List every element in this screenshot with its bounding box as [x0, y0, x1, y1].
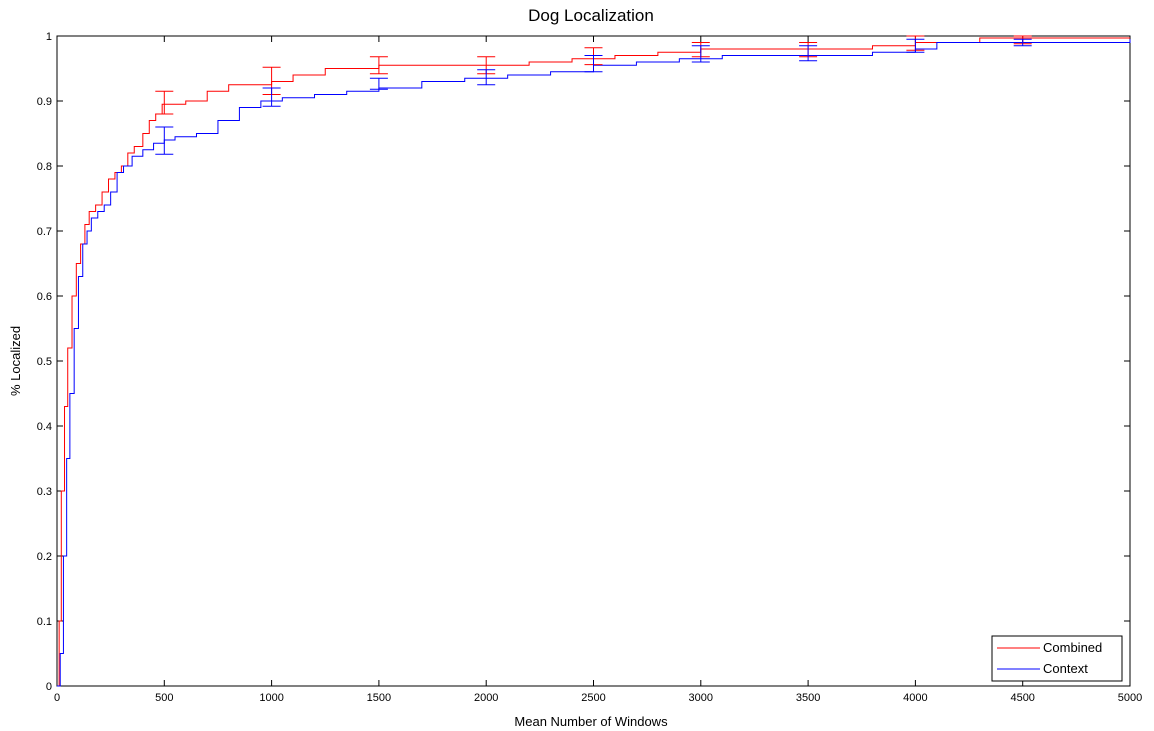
y-tick-label: 1: [46, 31, 52, 43]
series-line-context: [57, 39, 1131, 687]
x-tick-label: 500: [155, 692, 173, 704]
x-tick-label: 0: [54, 692, 60, 704]
y-tick-label: 0.4: [37, 421, 52, 433]
x-tick-label: 4500: [1010, 692, 1034, 704]
x-tick-label: 2000: [474, 692, 498, 704]
y-tick-label: 0.5: [37, 356, 52, 368]
plot-area: [56, 35, 1131, 687]
x-tick-label: 1000: [259, 692, 283, 704]
x-tick-label: 4000: [903, 692, 927, 704]
x-axis: 0 500 1000 1500 2000 2500 3000 3500 4000 4500 5000: [54, 36, 1142, 704]
x-tick-label: 3000: [689, 692, 713, 704]
legend-label-context: Context: [1043, 661, 1088, 676]
legend: Combined Context: [991, 635, 1123, 682]
x-tick-label: 3500: [796, 692, 820, 704]
y-tick-label: 0.2: [37, 551, 52, 563]
y-tick-label: 0.7: [37, 226, 52, 238]
x-axis-label: Mean Number of Windows: [514, 714, 668, 729]
y-tick-label: 0.8: [37, 161, 52, 173]
x-tick-label: 2500: [581, 692, 605, 704]
legend-box: [991, 635, 1123, 682]
y-tick-label: 0.9: [37, 96, 52, 108]
series-line-combined: [57, 37, 1130, 687]
y-axis-label: % Localized: [8, 326, 23, 396]
x-tick-label: 5000: [1118, 692, 1142, 704]
legend-label-combined: Combined: [1043, 640, 1102, 655]
y-axis: 0 0.1 0.2 0.3 0.4 0.5 0.6 0.7 0.8 0.9 1: [37, 31, 1130, 693]
series-layer: [57, 37, 1131, 687]
y-tick-label: 0.3: [37, 486, 52, 498]
error-bar-layer: [155, 35, 1032, 155]
y-tick-label: 0: [46, 681, 52, 693]
chart-title: Dog Localization: [528, 6, 654, 25]
y-tick-label: 0.6: [37, 291, 52, 303]
x-tick-label: 1500: [367, 692, 391, 704]
plot-frame: [56, 35, 1131, 687]
y-tick-label: 0.1: [37, 616, 52, 628]
